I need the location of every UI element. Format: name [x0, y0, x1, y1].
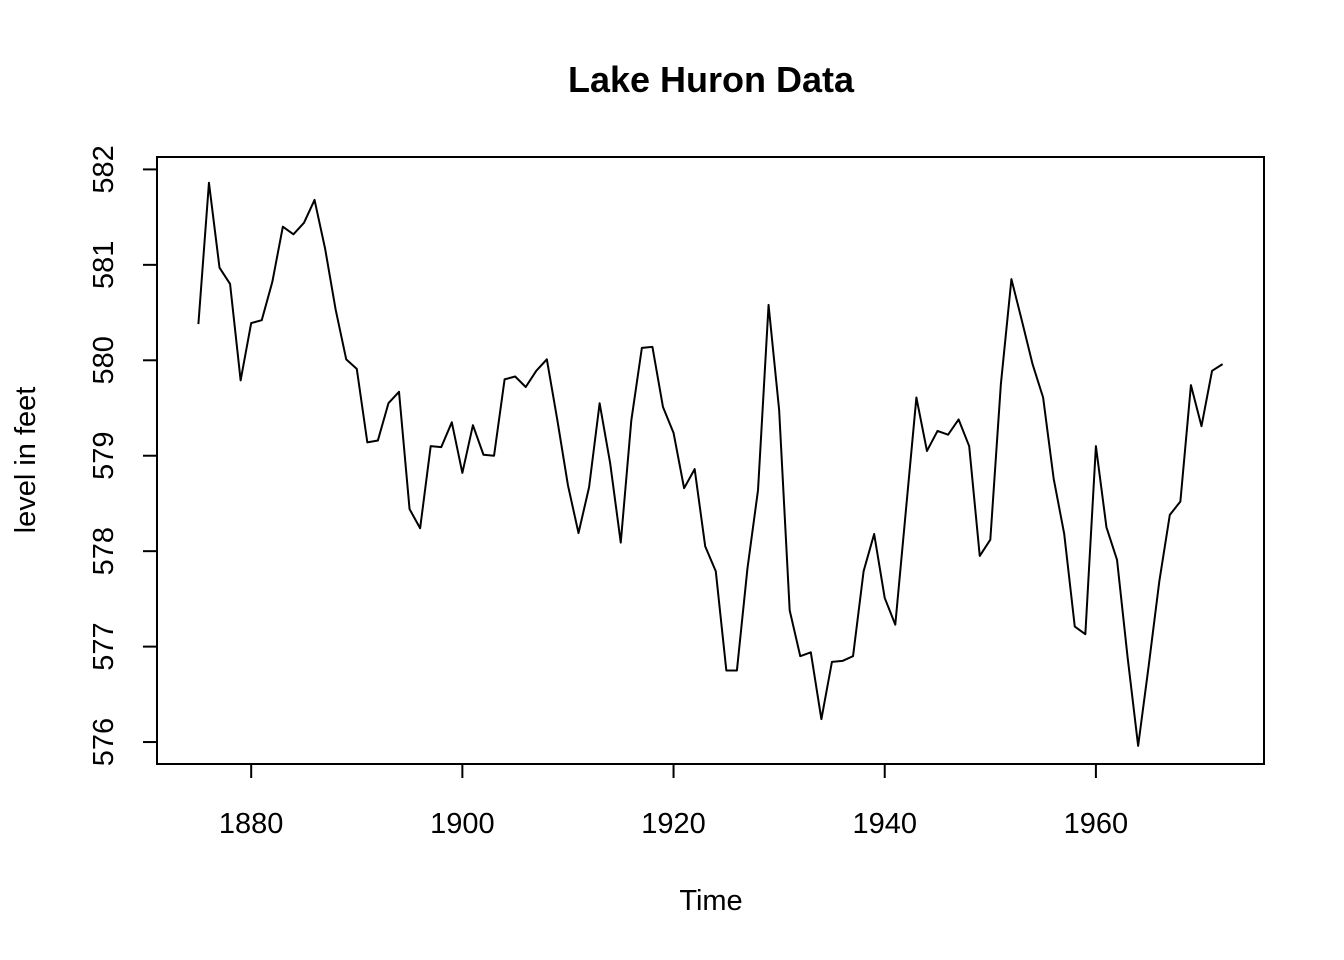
x-axis-label: Time	[679, 885, 742, 917]
x-tick-label: 1900	[430, 808, 495, 840]
x-tick-label: 1920	[641, 808, 706, 840]
y-tick-label: 582	[88, 145, 120, 193]
x-tick-label: 1940	[852, 808, 917, 840]
y-axis: 576 577 578 579 580 581 582	[88, 145, 158, 766]
y-tick-label: 577	[88, 622, 120, 670]
y-tick-label: 581	[88, 241, 120, 289]
y-tick-label: 579	[88, 432, 120, 480]
x-tick-label: 1960	[1064, 808, 1129, 840]
chart-title: Lake Huron Data	[568, 59, 855, 100]
x-tick-label: 1880	[219, 808, 284, 840]
y-tick-label: 580	[88, 336, 120, 384]
series-layer	[197, 181, 1224, 747]
x-axis: 1880 1900 1920 1940 1960	[219, 763, 1129, 840]
y-tick-label: 576	[88, 718, 120, 766]
y-axis-label: level in feet	[10, 387, 42, 534]
series-line	[197, 181, 1224, 747]
y-tick-label: 578	[88, 527, 120, 575]
